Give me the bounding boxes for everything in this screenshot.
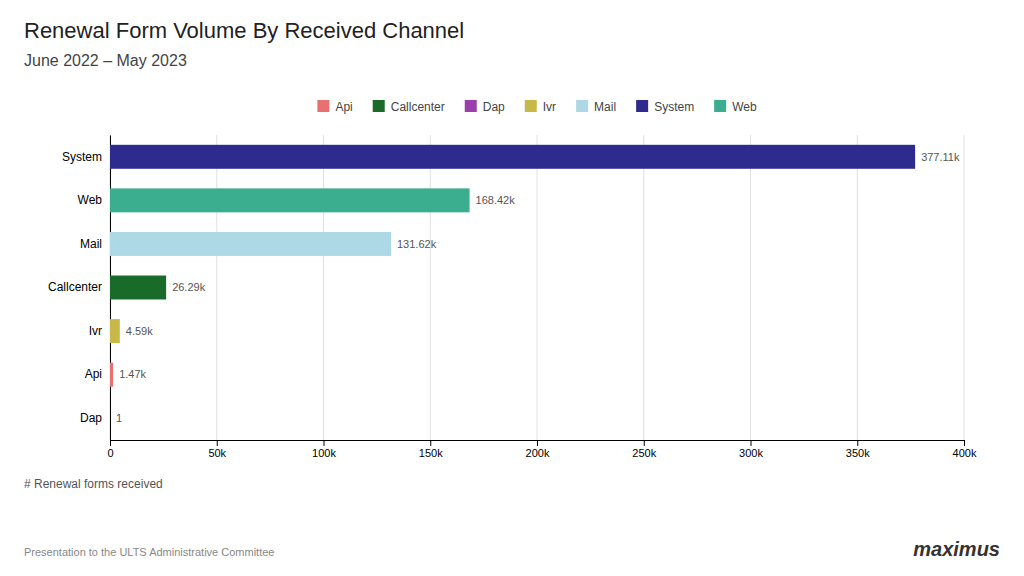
grid-line bbox=[216, 135, 217, 440]
data-labels: 1.47k 26.29k 1 4.59k 131.62k 377.11k 168.42k bbox=[116, 151, 960, 424]
y-tick: Dap bbox=[80, 411, 102, 425]
legend-item: Callcenter bbox=[373, 100, 445, 114]
grid-line bbox=[537, 135, 538, 440]
x-tick-label: 400k bbox=[953, 447, 977, 459]
legend-label: Ivr bbox=[543, 100, 556, 114]
x-tick-mark bbox=[751, 440, 752, 446]
bar bbox=[110, 145, 915, 169]
y-tick: Api bbox=[85, 367, 102, 381]
legend-swatch bbox=[373, 100, 385, 112]
x-tick-label: 150k bbox=[419, 447, 443, 459]
data-label: 1 bbox=[116, 412, 122, 424]
bar bbox=[110, 188, 470, 212]
x-tick: 300k bbox=[739, 440, 763, 459]
x-tick: 350k bbox=[846, 440, 870, 459]
legend-item: Ivr bbox=[525, 100, 556, 114]
x-tick: 150k bbox=[419, 440, 443, 459]
legend: Api Callcenter Dap Ivr Mail System Web bbox=[317, 100, 757, 114]
x-tick: 100k bbox=[312, 440, 336, 459]
legend-swatch bbox=[465, 100, 477, 112]
x-tick-label: 200k bbox=[526, 447, 550, 459]
y-tick-label: Dap bbox=[80, 411, 102, 425]
y-tick-label: Ivr bbox=[89, 324, 102, 338]
grid-line bbox=[323, 135, 324, 440]
y-tick: Ivr bbox=[89, 324, 102, 338]
legend-item: Dap bbox=[465, 100, 505, 114]
y-tick-label: Api bbox=[85, 367, 102, 381]
x-tick-label: 0 bbox=[107, 447, 113, 459]
legend-label: Web bbox=[732, 100, 757, 114]
x-tick-label: 350k bbox=[846, 447, 870, 459]
x-axis-title: # Renewal forms received bbox=[24, 477, 163, 491]
x-tick-mark bbox=[110, 440, 111, 446]
legend-label: System bbox=[654, 100, 694, 114]
y-tick-label: Mail bbox=[80, 237, 102, 251]
x-tick: 250k bbox=[632, 440, 656, 459]
legend-swatch bbox=[576, 100, 588, 112]
y-tick-label: Web bbox=[78, 193, 103, 207]
x-tick-mark bbox=[857, 440, 858, 446]
bar bbox=[110, 232, 391, 256]
x-tick: 200k bbox=[526, 440, 550, 459]
x-tick-label: 250k bbox=[632, 447, 656, 459]
data-label: 4.59k bbox=[126, 325, 153, 337]
y-tick-label: Callcenter bbox=[48, 280, 102, 294]
x-tick-mark bbox=[217, 440, 218, 446]
grid-line bbox=[643, 135, 644, 440]
legend-item: Web bbox=[714, 100, 757, 114]
title: Renewal Form Volume By Received Channel bbox=[24, 18, 464, 43]
x-tick-mark bbox=[430, 440, 431, 446]
bar bbox=[110, 363, 113, 387]
data-label: 1.47k bbox=[119, 368, 146, 380]
footnote: Presentation to the ULTS Administrative … bbox=[24, 546, 274, 558]
grid-line bbox=[964, 135, 965, 440]
bars bbox=[110, 145, 915, 430]
bar bbox=[110, 406, 111, 430]
legend-item: Api bbox=[317, 100, 352, 114]
x-tick-mark bbox=[324, 440, 325, 446]
logo-text: maximus bbox=[913, 538, 1000, 560]
legend-swatch bbox=[525, 100, 537, 112]
x-tick-mark bbox=[537, 440, 538, 446]
x-tick-mark bbox=[964, 440, 965, 446]
legend-item: Mail bbox=[576, 100, 616, 114]
legend-label: Dap bbox=[483, 100, 505, 114]
x-tick: 400k bbox=[953, 440, 977, 459]
x-tick-mark bbox=[644, 440, 645, 446]
y-tick: Mail bbox=[80, 237, 102, 251]
y-tick: System bbox=[62, 150, 102, 164]
grid-line bbox=[750, 135, 751, 440]
x-tick-label: 100k bbox=[312, 447, 336, 459]
plot-area: 0 50k 100k 150k 200k 250k 300k 350k 400k System We… bbox=[48, 135, 977, 459]
x-tick: 50k bbox=[208, 440, 226, 459]
x-tick: 0 bbox=[107, 440, 113, 459]
grid-line bbox=[430, 135, 431, 440]
x-tick-label: 50k bbox=[208, 447, 226, 459]
x-tick-label: 300k bbox=[739, 447, 763, 459]
data-label: 131.62k bbox=[397, 238, 437, 250]
y-tick-label: System bbox=[62, 150, 102, 164]
legend-label: Mail bbox=[594, 100, 616, 114]
legend-swatch bbox=[636, 100, 648, 112]
grid-line bbox=[857, 135, 858, 440]
subtitle: June 2022 – May 2023 bbox=[24, 52, 187, 69]
axis-line bbox=[111, 441, 965, 447]
legend-label: Api bbox=[335, 100, 352, 114]
bar bbox=[110, 276, 166, 300]
chart: Renewal Form Volume By Received Channel J… bbox=[0, 0, 1024, 576]
y-tick: Callcenter bbox=[48, 280, 102, 294]
data-label: 26.29k bbox=[172, 281, 206, 293]
y-tick: Web bbox=[78, 193, 103, 207]
data-label: 377.11k bbox=[921, 151, 960, 163]
data-label: 168.42k bbox=[476, 194, 516, 206]
legend-swatch bbox=[317, 100, 329, 112]
legend-item: System bbox=[636, 100, 694, 114]
y-axis: System Web Mail Callcenter Ivr Api Dap bbox=[48, 136, 111, 441]
legend-swatch bbox=[714, 100, 726, 112]
bar bbox=[110, 319, 120, 343]
legend-label: Callcenter bbox=[391, 100, 445, 114]
grid bbox=[110, 135, 964, 440]
x-axis: 0 50k 100k 150k 200k 250k 300k 350k 400k bbox=[107, 440, 976, 459]
